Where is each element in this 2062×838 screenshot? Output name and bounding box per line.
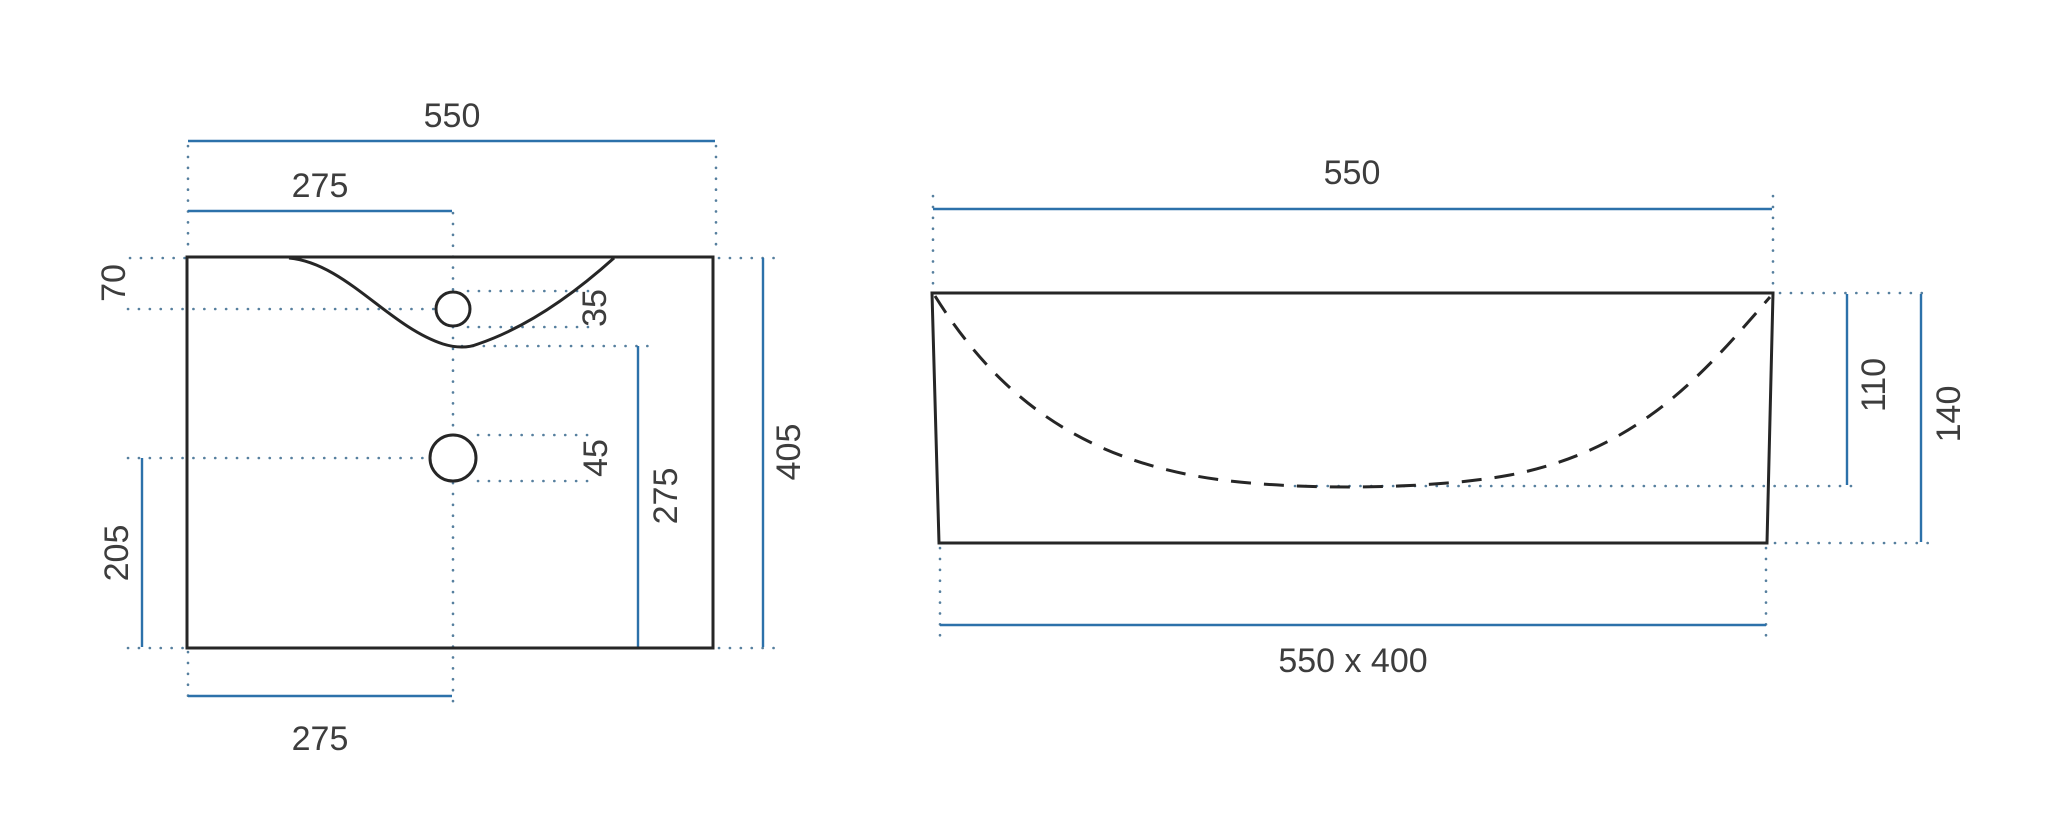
dimension-top-view-drain-diameter: 45 [577, 439, 615, 477]
dimension-top-view-faucet-diameter: 35 [576, 289, 614, 327]
dimension-top-view-faucet-offset: 275 [188, 167, 452, 213]
dimension-label-top-view-rim-to-faucet: 70 [95, 264, 133, 302]
dimension-label-top-view-drain-to-front: 205 [98, 525, 136, 582]
dimension-top-view-drain-to-front: 205 [98, 458, 144, 647]
dimension-label-front-view-footprint: 550 x 400 [1278, 642, 1427, 680]
dimension-front-view-height: 140 [1919, 294, 1968, 542]
basin-inner-profile-curve [933, 295, 1772, 489]
dimension-front-view-footprint: 550 x 400 [940, 623, 1766, 680]
dimension-label-front-view-width: 550 [1324, 154, 1381, 192]
dimension-label-top-view-faucet-diameter: 35 [576, 289, 614, 327]
dimension-front-view-basin-depth: 110 [1845, 294, 1893, 485]
dimension-label-top-view-dip-to-front: 275 [647, 468, 685, 525]
dimension-top-view-depth: 405 [761, 258, 808, 647]
dimension-label-top-view-drain-diameter: 45 [577, 439, 615, 477]
dimension-label-front-view-basin-depth: 110 [1855, 358, 1893, 412]
front-view [930, 291, 1775, 545]
top-view [185, 255, 715, 650]
dimension-label-top-view-width: 550 [424, 97, 481, 135]
faucet-hole [434, 290, 472, 328]
dimension-label-top-view-drain-offset: 275 [292, 720, 349, 758]
dimension-label-top-view-faucet-offset: 275 [292, 167, 349, 205]
dimension-top-view-width: 550 [188, 97, 715, 143]
top-view-outline [185, 255, 715, 650]
dimension-label-top-view-depth: 405 [770, 424, 808, 481]
drain-hole [428, 433, 478, 483]
dimension-label-front-view-height: 140 [1930, 386, 1968, 443]
dimension-top-view-dip-to-front: 275 [636, 346, 685, 647]
basin-back-edge-curve [288, 256, 616, 349]
dimension-front-view-width: 550 [933, 154, 1772, 211]
dimension-top-view-rim-to-faucet: 70 [95, 264, 133, 302]
dimension-top-view-drain-offset: 275 [188, 694, 452, 758]
front-view-outline [930, 291, 1775, 545]
